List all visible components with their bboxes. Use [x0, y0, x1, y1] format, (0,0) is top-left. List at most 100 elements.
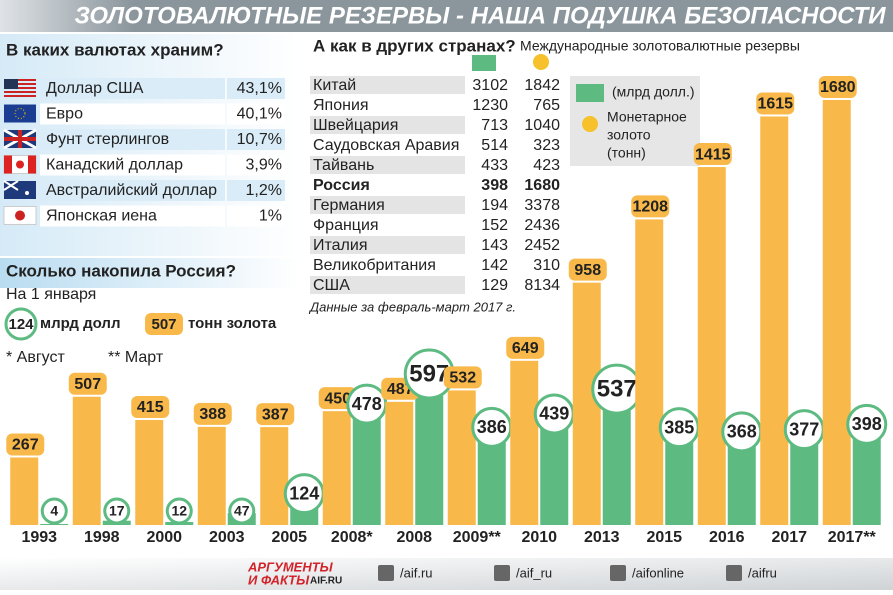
value-label: 537 — [597, 375, 637, 402]
x-tick-label: 2017 — [771, 529, 807, 546]
chart-title: Сколько накопила Россия? — [6, 261, 236, 280]
row-bg — [227, 103, 285, 125]
panel — [0, 258, 300, 288]
social-icon — [610, 565, 626, 581]
label-box — [631, 195, 670, 218]
country-name: США — [313, 277, 350, 294]
row-bg — [40, 78, 225, 99]
value-label: 4 — [50, 503, 58, 519]
currency-name: Японская иена — [46, 208, 157, 225]
country-usd: 152 — [481, 217, 508, 234]
value-label: 439 — [539, 404, 569, 424]
bar-gold — [197, 426, 226, 525]
flag — [15, 210, 25, 221]
value-label: 386 — [477, 417, 507, 437]
value-label: 267 — [12, 437, 39, 454]
social-icon — [378, 565, 394, 581]
label-circle — [103, 497, 131, 525]
row-bg — [310, 196, 465, 214]
legend-text: (млрд долл.) — [612, 84, 695, 100]
country-name: Россия — [313, 177, 370, 194]
social-link: /aif_ru — [516, 565, 552, 580]
country-name: Германия — [313, 197, 385, 214]
x-tick-label: 1998 — [84, 529, 120, 546]
label-box — [68, 372, 107, 395]
country-gold: 8134 — [524, 277, 560, 294]
currency-share: 43,1% — [237, 80, 282, 97]
brand: АРГУМЕНТЫ — [247, 559, 334, 574]
legend-sample: 124 — [8, 316, 34, 333]
label-circle — [228, 497, 256, 525]
x-tick-label: 2008 — [396, 529, 432, 546]
value-label: 507 — [74, 376, 101, 393]
currency-share: 1% — [259, 208, 282, 225]
social-link: /aifonline — [632, 565, 684, 580]
value-label: 1615 — [757, 96, 793, 113]
flag — [4, 95, 36, 97]
row-bg — [310, 216, 465, 234]
label-circle — [165, 497, 193, 525]
currency-share: 1,2% — [246, 182, 282, 199]
value-label: 377 — [789, 419, 819, 439]
country-usd: 398 — [481, 177, 508, 194]
row-bg — [40, 205, 225, 227]
country-gold: 423 — [533, 157, 560, 174]
label-box — [443, 366, 482, 389]
value-label: 1680 — [820, 79, 856, 96]
country-usd: 194 — [481, 197, 508, 214]
label-box — [6, 433, 45, 456]
flag — [4, 155, 12, 174]
row-bg — [227, 78, 285, 99]
bar-gold — [72, 396, 101, 525]
row-bg — [40, 154, 225, 176]
country-name: Франция — [313, 217, 379, 234]
row-bg — [310, 96, 465, 114]
country-gold: 765 — [533, 97, 560, 114]
row-bg — [310, 176, 465, 194]
money-icon — [472, 55, 496, 71]
bar-gold — [322, 411, 351, 525]
flag — [4, 91, 36, 93]
row-bg — [40, 129, 225, 150]
row-bg — [227, 154, 285, 176]
flag — [4, 79, 18, 89]
country-name: Италия — [313, 237, 367, 254]
row-bg — [227, 180, 285, 201]
x-tick-label: 2003 — [209, 529, 245, 546]
row-bg — [227, 129, 285, 150]
legend-marker — [4, 307, 38, 341]
bar-gold — [822, 100, 851, 525]
value-label: 532 — [449, 370, 476, 387]
flag — [28, 155, 36, 174]
value-label: 478 — [352, 394, 382, 414]
x-tick-label: 2015 — [646, 529, 682, 546]
chart-subtitle: На 1 января — [6, 286, 96, 303]
social-link: /aifru — [748, 565, 777, 580]
title: ЗОЛОТОВАЛЮТНЫЕ РЕЗЕРВЫ - НАША ПОДУШКА БЕ… — [75, 2, 887, 29]
country-gold: 3378 — [524, 197, 560, 214]
social-icon — [494, 565, 510, 581]
legend-marker — [145, 313, 183, 335]
currency-name: Доллар США — [46, 80, 144, 97]
bar-gold — [10, 457, 39, 525]
x-tick-label: 2005 — [271, 529, 307, 546]
value-label: 597 — [409, 360, 449, 387]
row-bg — [310, 276, 465, 294]
bar-gold — [260, 427, 289, 525]
label-box — [568, 258, 607, 281]
x-tick-label: 1993 — [21, 529, 57, 546]
label-circle — [846, 403, 888, 445]
country-usd: 514 — [481, 137, 508, 154]
x-tick-label: 2016 — [709, 529, 745, 546]
value-label: 368 — [727, 422, 757, 442]
currency-share: 40,1% — [237, 106, 282, 123]
row-bg — [310, 156, 465, 174]
footer — [0, 558, 893, 590]
gold-icon — [582, 116, 598, 132]
x-tick-label: 2017** — [828, 529, 877, 546]
country-gold: 2452 — [524, 237, 560, 254]
value-label: 17 — [109, 503, 125, 519]
flag — [4, 83, 36, 85]
bar-gold — [760, 116, 789, 525]
